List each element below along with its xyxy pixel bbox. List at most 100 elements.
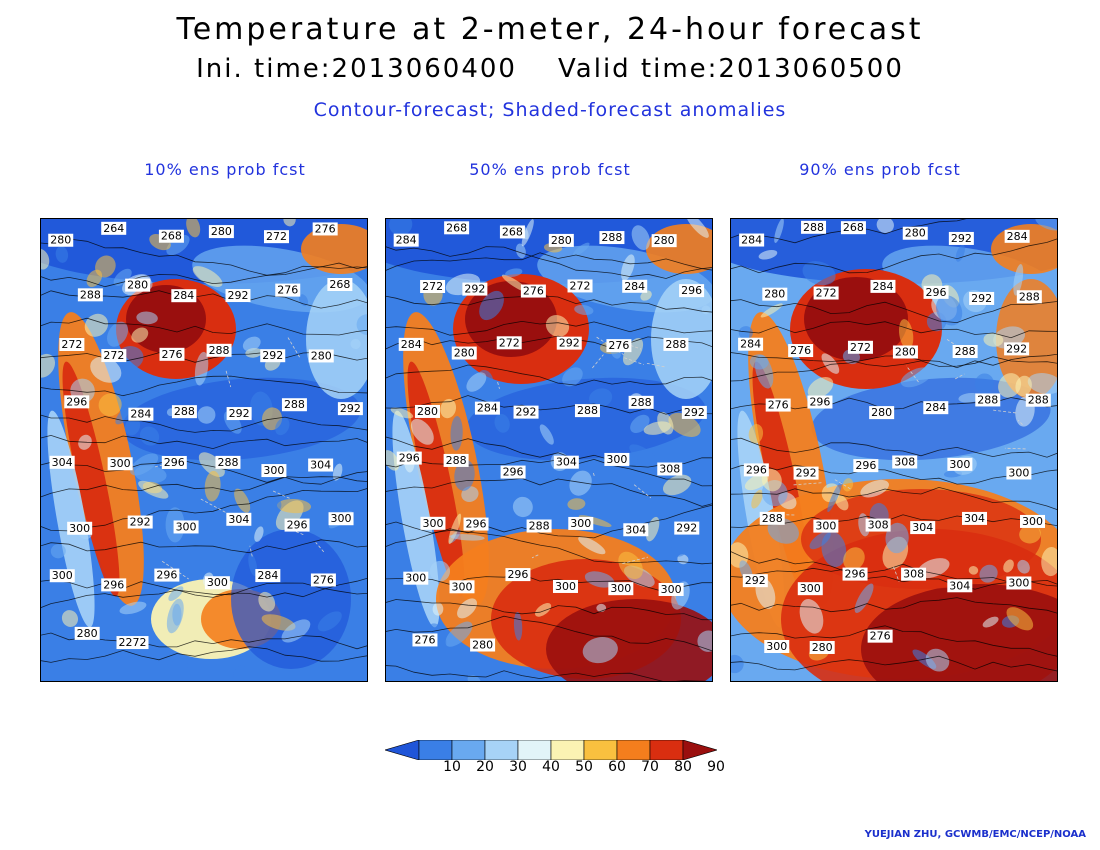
colorbar-tick-label: 70: [641, 759, 659, 775]
state-boundary: [531, 554, 539, 559]
temperature-contour: [41, 539, 367, 554]
svg-text:292: 292: [262, 349, 283, 362]
contour-label: 296: [743, 463, 769, 477]
contour-label: 276: [867, 629, 893, 643]
svg-text:284: 284: [925, 401, 946, 414]
anomaly-shade: [61, 610, 79, 627]
contour-label: 292: [127, 515, 153, 529]
svg-text:300: 300: [207, 576, 228, 589]
svg-text:272: 272: [422, 280, 443, 293]
svg-text:296: 296: [855, 459, 876, 472]
contour-label: 276: [606, 339, 632, 353]
svg-text:300: 300: [949, 458, 970, 471]
anomaly-shade: [41, 353, 56, 378]
credit-line: YUEJIAN ZHU, GCWMB/EMC/NCEP/NOAA: [864, 829, 1086, 840]
svg-text:276: 276: [313, 573, 334, 586]
svg-text:304: 304: [310, 459, 331, 472]
svg-text:300: 300: [815, 520, 836, 533]
temperature-contour: [386, 320, 712, 336]
contour-label: 284: [738, 337, 764, 351]
contour-label: 276: [159, 347, 185, 361]
svg-text:284: 284: [872, 280, 893, 293]
state-boundary: [1004, 447, 1026, 450]
state-boundary: [271, 489, 290, 499]
state-boundary: [955, 373, 965, 380]
anomaly-shade: [138, 480, 169, 499]
anomaly-shade: [618, 551, 643, 580]
contour-label: 308: [657, 462, 683, 476]
svg-text:296: 296: [287, 519, 308, 532]
svg-text:288: 288: [631, 396, 652, 409]
svg-text:288: 288: [803, 221, 824, 234]
anomaly-shade: [640, 290, 652, 301]
svg-text:296: 296: [156, 569, 177, 582]
temperature-contour: [731, 219, 967, 244]
svg-text:304: 304: [912, 521, 933, 534]
svg-text:280: 280: [454, 347, 475, 360]
colorbar-tick-label: 40: [542, 759, 560, 775]
anomaly-shade: [885, 522, 909, 554]
contour-label: 280: [548, 233, 574, 247]
anomaly-shade: [494, 413, 510, 433]
anomaly-shade: [621, 254, 635, 281]
svg-text:284: 284: [173, 289, 194, 302]
anomaly-shade: [582, 637, 618, 664]
contour-label: 304: [553, 455, 579, 469]
contour-label: 284: [739, 233, 765, 247]
contour-label: 292: [226, 407, 252, 421]
anomaly-shade: [958, 392, 981, 403]
svg-text:280: 280: [895, 346, 916, 359]
contour-label: 276: [275, 283, 301, 297]
svg-text:288: 288: [217, 456, 238, 469]
contour-label: 268: [840, 221, 866, 235]
colorbar-high-arrow: [682, 740, 717, 760]
anomaly-shade: [860, 479, 889, 498]
anomaly-shade: [622, 338, 644, 366]
svg-text:276: 276: [277, 284, 298, 297]
temperature-contour: [731, 597, 1057, 614]
svg-text:288: 288: [529, 520, 550, 533]
anomaly-shade: [935, 295, 963, 326]
temperature-contour: [731, 238, 1057, 274]
svg-text:288: 288: [446, 454, 467, 467]
temperature-contour: [41, 579, 367, 596]
anomaly-shade: [281, 619, 311, 643]
contour-label: 2272: [116, 636, 149, 650]
svg-text:292: 292: [228, 289, 249, 302]
anomaly-shade: [119, 601, 147, 615]
anomaly-shade: [631, 225, 650, 251]
contour-label: 300: [813, 519, 839, 533]
contour-label: 296: [807, 395, 833, 409]
contour-label: 308: [901, 567, 927, 581]
svg-text:276: 276: [608, 339, 629, 352]
anomaly-shade: [98, 393, 122, 417]
anomaly-shade: [166, 598, 184, 634]
svg-text:288: 288: [665, 338, 686, 351]
svg-text:300: 300: [610, 582, 631, 595]
anomaly-shade: [854, 583, 874, 613]
temperature-contour: [41, 458, 367, 483]
anomaly-shade: [254, 526, 264, 542]
anomaly-shade: [573, 242, 590, 256]
svg-text:308: 308: [659, 463, 680, 476]
contour-label: 288: [599, 231, 625, 245]
contour-label: 292: [337, 402, 363, 416]
anomaly-shade: [843, 547, 865, 571]
colorbar-tick-label: 10: [443, 759, 461, 775]
anomaly-shade: [545, 315, 570, 337]
svg-text:264: 264: [103, 222, 124, 235]
contour-label: 300: [764, 640, 790, 654]
panel-title-90: 90% ens prob fcst: [799, 160, 961, 179]
contour-label: 284: [398, 337, 424, 351]
contour-label: 272: [567, 279, 593, 293]
svg-text:280: 280: [871, 406, 892, 419]
contour-label: 300: [1006, 576, 1032, 590]
svg-text:292: 292: [130, 516, 151, 529]
anomaly-shade: [41, 248, 50, 270]
anomaly-shade: [332, 463, 343, 481]
colorbar-tick-label: 20: [476, 759, 494, 775]
anomaly-shade: [587, 487, 608, 513]
svg-text:288: 288: [284, 398, 305, 411]
contour-label: 296: [284, 518, 310, 532]
svg-text:308: 308: [868, 519, 889, 532]
